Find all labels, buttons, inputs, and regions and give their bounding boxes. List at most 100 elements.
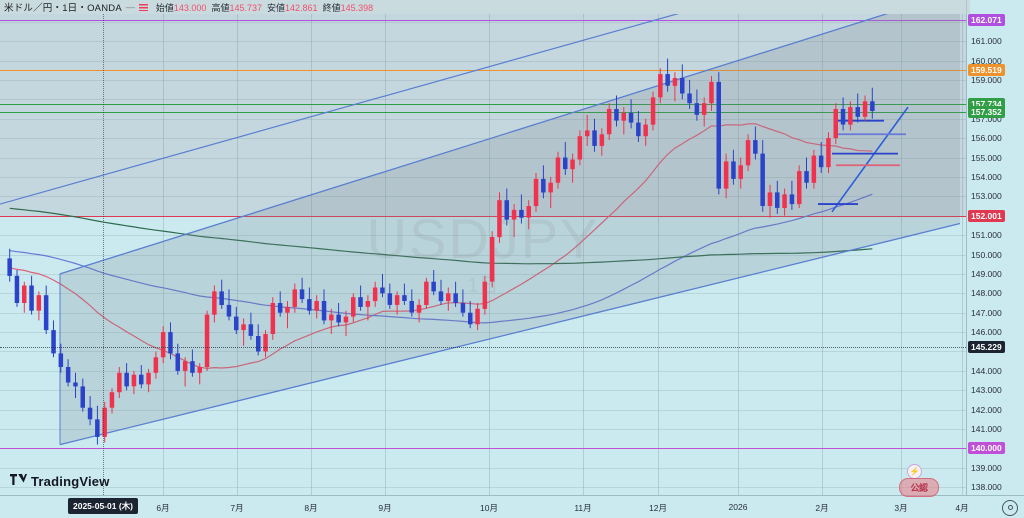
ohlc-key: 終値 (322, 2, 341, 13)
candle-body (585, 130, 590, 137)
candle-body (248, 324, 254, 336)
candle-body (314, 301, 319, 311)
grid-line-h (0, 118, 966, 120)
price-tick: 148.000 (971, 288, 1002, 299)
grid-line-h (0, 409, 966, 411)
bar-style-icon[interactable] (138, 3, 148, 11)
level-140000[interactable] (0, 448, 966, 450)
price-tick: 161.000 (971, 36, 1002, 47)
support-badge[interactable]: 152.001 (968, 209, 1005, 222)
symbol-title[interactable]: 米ドル／円・1日・OANDA (4, 3, 122, 14)
candle-body (343, 316, 349, 323)
ohlc-pair: 安値142.861 (267, 1, 318, 14)
grid-line-v (311, 14, 312, 495)
price-tick: 156.000 (971, 133, 1002, 144)
tradingview-logo[interactable]: TradingView (10, 472, 110, 490)
candle-body (723, 161, 729, 189)
candle-body (73, 382, 78, 387)
candle-body (182, 361, 188, 371)
level-152001[interactable] (0, 215, 966, 217)
candle-body (643, 124, 648, 137)
candle-body (387, 293, 393, 305)
candle-body (731, 161, 736, 179)
candle-body (277, 303, 283, 313)
candle-body (146, 372, 151, 385)
grid-line-h (0, 467, 966, 469)
candle-body (862, 101, 868, 117)
candle-body (694, 103, 700, 115)
drawings-layer (0, 14, 961, 446)
ma-slow (9, 207, 873, 265)
channel-lower[interactable] (59, 222, 961, 446)
low-level-badge[interactable]: 140.000 (968, 442, 1005, 455)
grid-line-h (0, 370, 966, 372)
candle-body (482, 281, 488, 309)
crosshair-badge[interactable]: 145.229 (968, 341, 1005, 354)
candle-body (606, 109, 612, 135)
level-157352[interactable] (0, 111, 966, 113)
candle-body (555, 157, 561, 183)
candle-body (497, 200, 502, 238)
ohlc-value: 145.737 (229, 2, 262, 13)
ohlc-value: 142.861 (285, 2, 318, 13)
ohlc-value: 143.000 (173, 2, 207, 13)
candle-body (219, 291, 224, 305)
level-157734[interactable] (0, 104, 966, 106)
clock-icon[interactable] (1002, 500, 1018, 516)
candle-body (29, 285, 34, 311)
candle-body (117, 372, 122, 393)
candle-body (760, 153, 765, 206)
candle-body (351, 297, 356, 317)
time-axis[interactable]: 6月 7月 8月 9月 10月 11月 12月 2026 2月 3月 4月 2025-05-01 (木… (0, 495, 1024, 518)
candle-body (665, 74, 670, 86)
candle-body (241, 324, 246, 331)
candle-body (870, 101, 875, 111)
time-tick: 10月 (480, 503, 498, 513)
candle-body (438, 291, 444, 302)
grid-line-v (962, 14, 963, 495)
price-tick: 144.000 (971, 365, 1002, 376)
price-tick: 146.000 (971, 327, 1002, 338)
chart-legend[interactable]: 米ドル／円・1日・OANDA — 始値143.000 高値145.737 安値142… (0, 0, 970, 14)
candle-body (526, 206, 531, 218)
candle-body (380, 287, 385, 294)
ohlc-key: 始値 (155, 2, 174, 13)
candle-body (672, 78, 678, 86)
grid-line-v (489, 14, 490, 495)
candle-body (687, 93, 692, 104)
last-price-badge[interactable]: 157.352 (968, 105, 1005, 118)
candle-body (489, 237, 495, 282)
time-tick: 3月 (894, 503, 908, 513)
candle-body (840, 109, 846, 125)
uptrend-line[interactable] (831, 106, 909, 213)
ohlc-pair: 終値145.398 (323, 1, 374, 14)
ohlc-key: 安値 (267, 2, 286, 13)
ohlc-key: 高値 (211, 2, 230, 13)
high-level-badge[interactable]: 162.071 (968, 14, 1005, 27)
resistance-badge[interactable]: 159.519 (968, 63, 1005, 76)
candle-body (826, 138, 831, 168)
price-tick: 142.000 (971, 404, 1002, 415)
candle-body (541, 178, 546, 193)
channel-extension[interactable] (0, 14, 960, 205)
price-axis[interactable]: 161.000 160.000 159.000 157.000 156.000 155.0… (966, 0, 1024, 495)
candle-body (848, 107, 853, 125)
grid-line-v (901, 14, 902, 495)
candle-body (409, 301, 414, 313)
candle-body (80, 386, 85, 408)
ohlc-value: 145.398 (340, 2, 374, 13)
level-162071[interactable] (0, 20, 966, 22)
grid-line-h (0, 41, 966, 43)
candle-body (197, 367, 202, 373)
time-tick: 7月 (230, 503, 244, 513)
candle-body (658, 74, 663, 98)
price-tick: 151.000 (971, 230, 1002, 241)
channel-upper[interactable] (59, 14, 960, 275)
level-159519[interactable] (0, 69, 966, 71)
tradingview-mark-icon (10, 472, 27, 490)
grid-line-v (163, 14, 164, 495)
tradingview-logo-text: TradingView (31, 473, 110, 489)
grid-line-h (0, 60, 966, 62)
chart-plot-area[interactable]: USDJPY 1日 (0, 14, 966, 495)
candle-body (124, 372, 129, 387)
